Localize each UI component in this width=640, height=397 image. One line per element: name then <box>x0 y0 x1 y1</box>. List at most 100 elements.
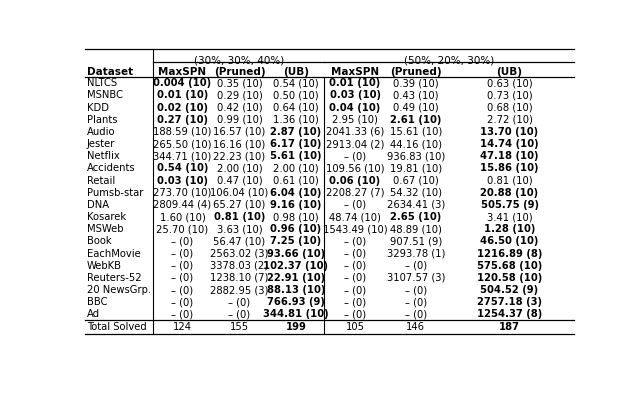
Text: 2882.95 (3): 2882.95 (3) <box>211 285 269 295</box>
Text: 16.57 (10): 16.57 (10) <box>213 127 266 137</box>
Text: – (0): – (0) <box>344 151 366 161</box>
Text: WebKB: WebKB <box>87 261 122 271</box>
Text: 88.13 (10): 88.13 (10) <box>267 285 325 295</box>
Text: 936.83 (10): 936.83 (10) <box>387 151 445 161</box>
Text: 907.51 (9): 907.51 (9) <box>390 236 442 247</box>
Text: 0.50 (10): 0.50 (10) <box>273 91 319 100</box>
Text: – (0): – (0) <box>344 273 366 283</box>
Text: 124: 124 <box>173 322 192 331</box>
Text: 0.004 (10): 0.004 (10) <box>154 78 211 88</box>
Text: 0.43 (10): 0.43 (10) <box>393 91 438 100</box>
Text: 56.47 (10): 56.47 (10) <box>213 236 266 247</box>
Text: Total Solved: Total Solved <box>87 322 147 331</box>
Text: 2.61 (10): 2.61 (10) <box>390 115 442 125</box>
Text: 0.67 (10): 0.67 (10) <box>393 175 438 185</box>
Text: – (0): – (0) <box>344 200 366 210</box>
Text: 0.49 (10): 0.49 (10) <box>393 102 438 113</box>
Text: 3.41 (10): 3.41 (10) <box>487 212 532 222</box>
Text: NLTCS: NLTCS <box>87 78 117 88</box>
Text: 504.52 (9): 504.52 (9) <box>481 285 539 295</box>
Text: 102.37 (10): 102.37 (10) <box>263 261 328 271</box>
Text: 106.04 (10): 106.04 (10) <box>211 188 269 198</box>
Text: 1543.49 (10): 1543.49 (10) <box>323 224 387 234</box>
Text: 3.63 (10): 3.63 (10) <box>217 224 262 234</box>
Text: 273.70 (10): 273.70 (10) <box>153 188 212 198</box>
Text: MaxSPN: MaxSPN <box>158 67 207 77</box>
Text: – (0): – (0) <box>172 261 193 271</box>
Text: Audio: Audio <box>87 127 115 137</box>
Text: 15.86 (10): 15.86 (10) <box>480 164 539 173</box>
Text: MSNBC: MSNBC <box>87 91 123 100</box>
Text: 0.06 (10): 0.06 (10) <box>330 175 381 185</box>
Text: 22.23 (10): 22.23 (10) <box>213 151 266 161</box>
Text: 187: 187 <box>499 322 520 331</box>
Text: 0.61 (10): 0.61 (10) <box>273 175 319 185</box>
Text: 0.03 (10): 0.03 (10) <box>157 175 208 185</box>
Text: 65.27 (10): 65.27 (10) <box>213 200 266 210</box>
Text: 2563.02 (3): 2563.02 (3) <box>211 249 269 258</box>
Text: 0.39 (10): 0.39 (10) <box>393 78 438 88</box>
Text: 0.73 (10): 0.73 (10) <box>487 91 532 100</box>
Text: – (0): – (0) <box>344 236 366 247</box>
Text: 0.02 (10): 0.02 (10) <box>157 102 208 113</box>
Text: BBC: BBC <box>87 297 108 307</box>
Text: – (0): – (0) <box>404 261 427 271</box>
Text: Kosarek: Kosarek <box>87 212 126 222</box>
Text: – (0): – (0) <box>344 249 366 258</box>
Text: KDD: KDD <box>87 102 109 113</box>
Text: – (0): – (0) <box>344 261 366 271</box>
Text: 16.16 (10): 16.16 (10) <box>213 139 266 149</box>
Text: 6.04 (10): 6.04 (10) <box>270 188 321 198</box>
Text: 0.68 (10): 0.68 (10) <box>487 102 532 113</box>
Text: 0.64 (10): 0.64 (10) <box>273 102 319 113</box>
Text: 47.18 (10): 47.18 (10) <box>480 151 539 161</box>
Text: 0.98 (10): 0.98 (10) <box>273 212 319 222</box>
Text: 0.81 (10): 0.81 (10) <box>214 212 265 222</box>
Text: 0.54 (10): 0.54 (10) <box>273 78 319 88</box>
Text: 0.27 (10): 0.27 (10) <box>157 115 208 125</box>
Text: – (0): – (0) <box>404 309 427 319</box>
Text: 575.68 (10): 575.68 (10) <box>477 261 542 271</box>
Text: 2041.33 (6): 2041.33 (6) <box>326 127 384 137</box>
Text: 2.65 (10): 2.65 (10) <box>390 212 442 222</box>
Text: MSWeb: MSWeb <box>87 224 124 234</box>
Text: 0.99 (10): 0.99 (10) <box>216 115 262 125</box>
Text: Pumsb-star: Pumsb-star <box>87 188 143 198</box>
Text: 15.61 (10): 15.61 (10) <box>390 127 442 137</box>
Text: – (0): – (0) <box>344 297 366 307</box>
Text: 0.29 (10): 0.29 (10) <box>216 91 262 100</box>
Text: 0.04 (10): 0.04 (10) <box>330 102 381 113</box>
Text: 54.32 (10): 54.32 (10) <box>390 188 442 198</box>
Text: 93.66 (10): 93.66 (10) <box>267 249 325 258</box>
Text: Book: Book <box>87 236 111 247</box>
Text: 6.17 (10): 6.17 (10) <box>270 139 321 149</box>
Text: (UB): (UB) <box>283 67 308 77</box>
Text: – (0): – (0) <box>172 309 193 319</box>
Text: 20.88 (10): 20.88 (10) <box>481 188 539 198</box>
Text: 155: 155 <box>230 322 249 331</box>
Text: 2.72 (10): 2.72 (10) <box>486 115 532 125</box>
Text: Reuters-52: Reuters-52 <box>87 273 141 283</box>
Text: 20 NewsGrp.: 20 NewsGrp. <box>87 285 151 295</box>
Text: – (0): – (0) <box>172 249 193 258</box>
Text: 766.93 (9): 766.93 (9) <box>267 297 324 307</box>
Text: 1.28 (10): 1.28 (10) <box>484 224 535 234</box>
Text: 48.89 (10): 48.89 (10) <box>390 224 442 234</box>
Text: 146: 146 <box>406 322 426 331</box>
Text: 9.16 (10): 9.16 (10) <box>270 200 321 210</box>
Text: Netflix: Netflix <box>87 151 120 161</box>
Text: Plants: Plants <box>87 115 118 125</box>
Text: 188.59 (10): 188.59 (10) <box>153 127 212 137</box>
Text: 1.60 (10): 1.60 (10) <box>159 212 205 222</box>
Text: 0.01 (10): 0.01 (10) <box>157 91 208 100</box>
Text: 2.00 (10): 2.00 (10) <box>273 164 319 173</box>
Text: – (0): – (0) <box>404 297 427 307</box>
Text: 2.95 (10): 2.95 (10) <box>332 115 378 125</box>
Text: 1254.37 (8): 1254.37 (8) <box>477 309 542 319</box>
Text: 19.81 (10): 19.81 (10) <box>390 164 442 173</box>
Text: 2.00 (10): 2.00 (10) <box>217 164 262 173</box>
Text: Jester: Jester <box>87 139 115 149</box>
Text: (30%, 30%, 40%): (30%, 30%, 40%) <box>193 55 284 65</box>
Text: 2208.27 (7): 2208.27 (7) <box>326 188 384 198</box>
Text: 2757.18 (3): 2757.18 (3) <box>477 297 542 307</box>
